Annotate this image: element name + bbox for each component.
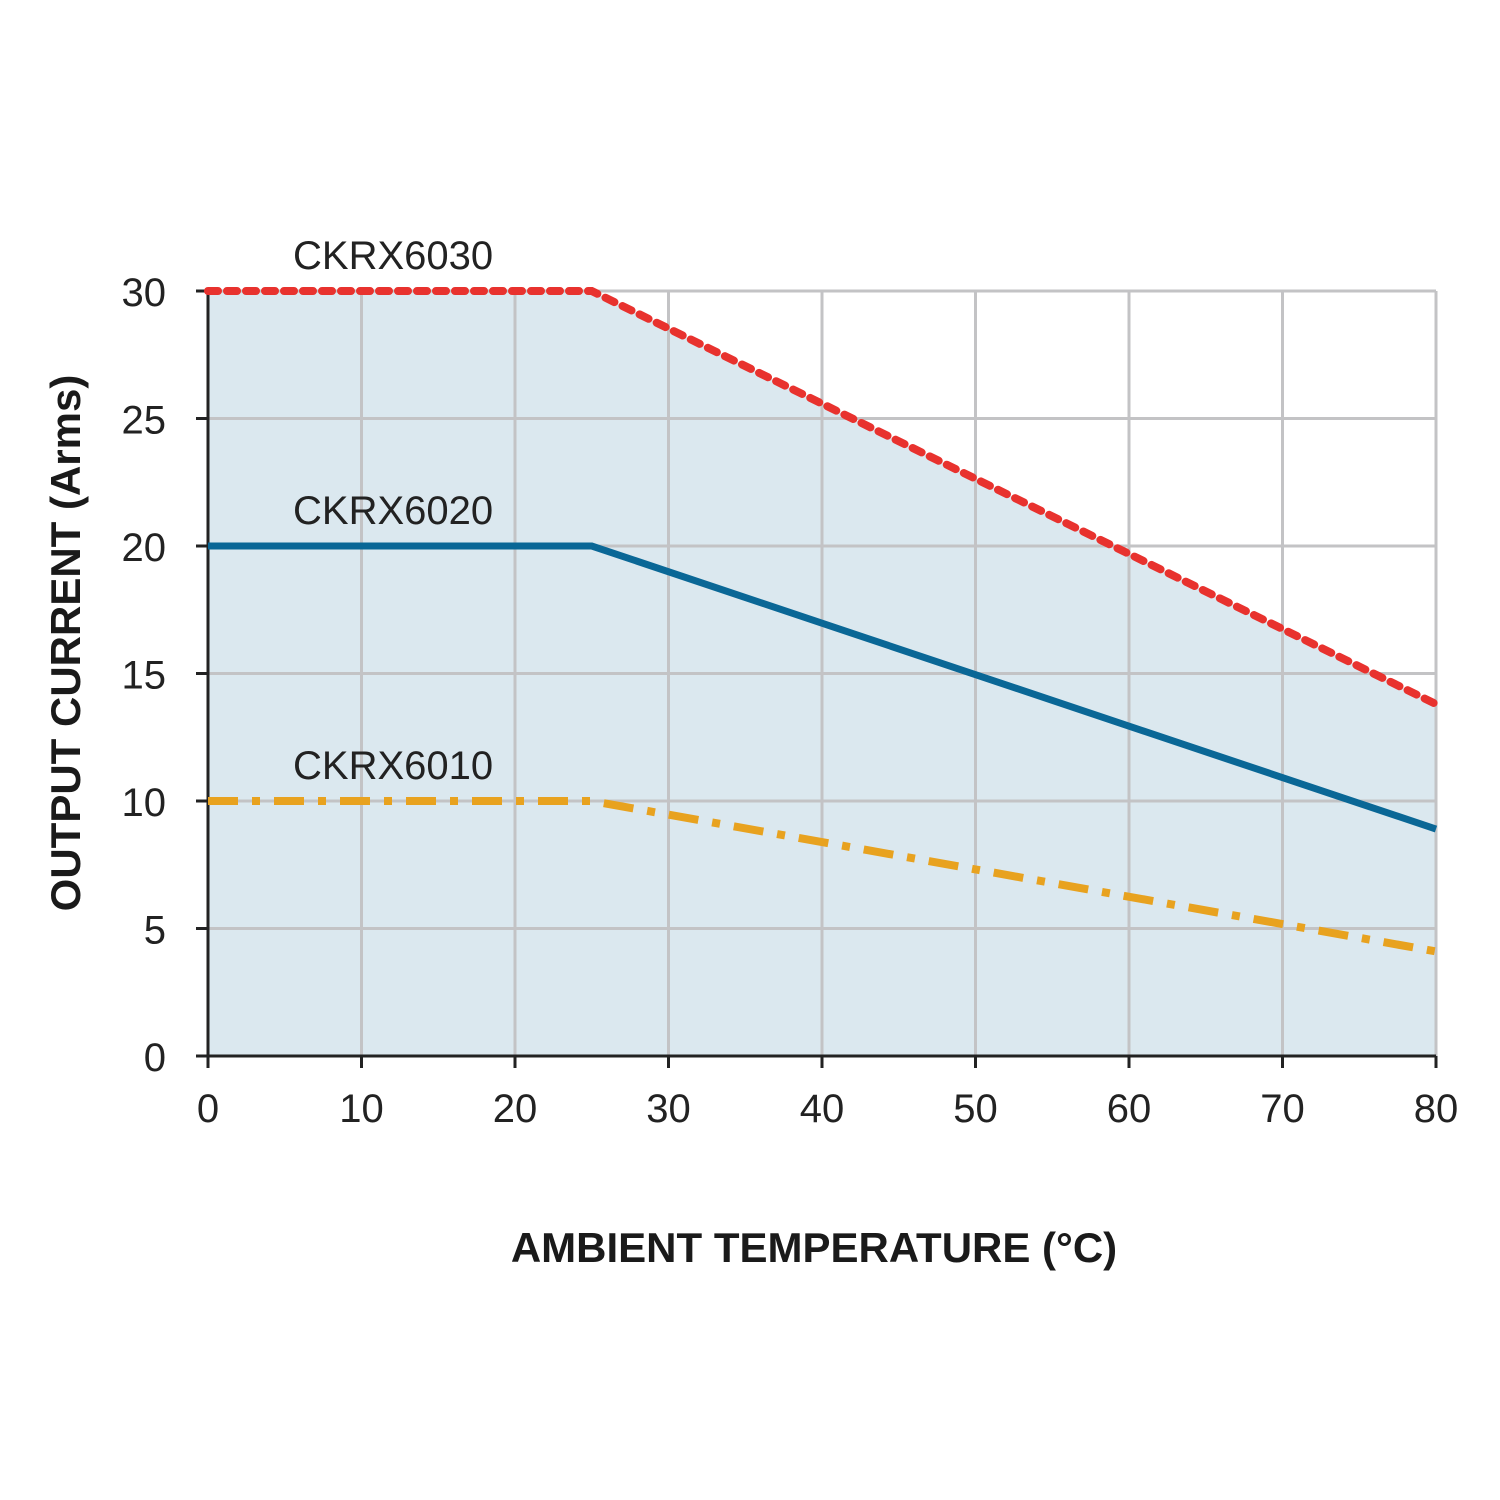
x-tick-label: 50 [953, 1087, 998, 1131]
y-tick-label: 20 [122, 526, 167, 570]
x-tick-label: 60 [1107, 1087, 1152, 1131]
x-tick-label: 0 [197, 1087, 219, 1131]
y-tick-label: 5 [144, 909, 166, 953]
series-label: CKRX6030 [293, 234, 493, 278]
y-axis-title: OUTPUT CURRENT (Arms) [42, 375, 89, 912]
x-tick-label: 20 [493, 1087, 538, 1131]
series-line-ckrx6020 [208, 542, 1438, 833]
series-label: CKRX6020 [293, 489, 493, 533]
series-label: CKRX6010 [293, 744, 493, 788]
x-tick-label: 40 [800, 1087, 845, 1131]
x-tick-label: 30 [646, 1087, 691, 1131]
y-tick-label: 25 [122, 399, 167, 443]
y-tick-label: 30 [122, 271, 167, 315]
y-tick-label: 0 [144, 1036, 166, 1080]
x-tick-label: 70 [1260, 1087, 1305, 1131]
series-line-ckrx6030 [204, 287, 1440, 709]
x-axis-title: AMBIENT TEMPERATURE (°C) [511, 1224, 1117, 1271]
y-tick-label: 10 [122, 781, 167, 825]
x-tick-label: 80 [1414, 1087, 1459, 1131]
y-tick-label: 15 [122, 654, 167, 698]
x-tick-label: 10 [339, 1087, 384, 1131]
